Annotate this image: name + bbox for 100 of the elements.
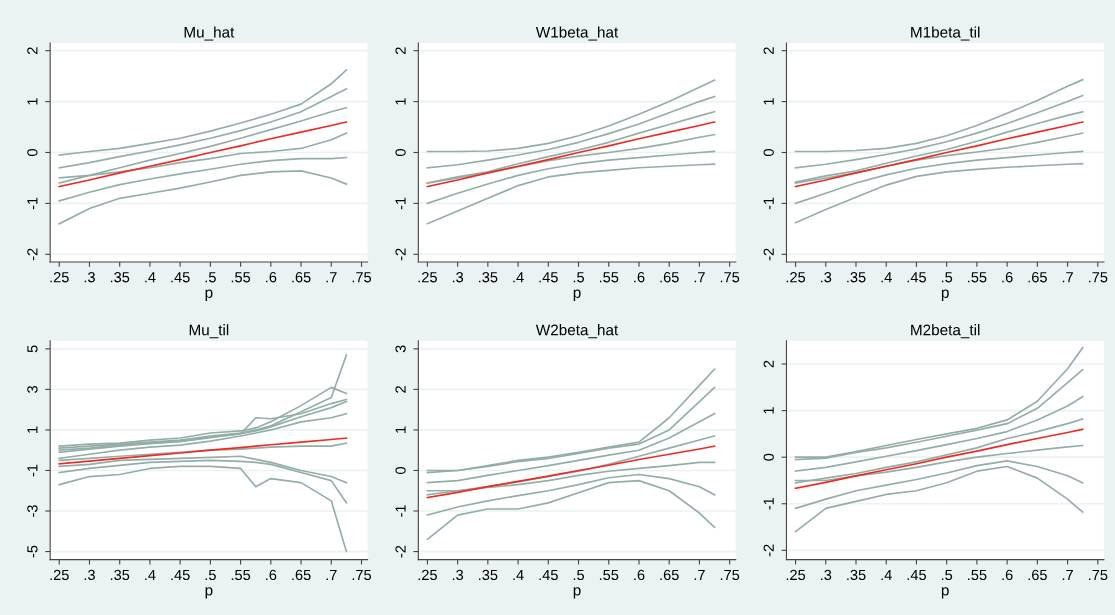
x-tick-label: .6 xyxy=(266,272,277,283)
chart-title: M1beta_til xyxy=(911,26,980,41)
chart-title: W1beta_hat xyxy=(535,26,619,41)
x-tick-label: .35 xyxy=(110,569,130,581)
x-tick-label: .65 xyxy=(1028,569,1047,581)
x-tick-label: .25 xyxy=(50,272,69,283)
y-tick-label: 2 xyxy=(395,47,406,55)
chart-title: W2beta_hat xyxy=(535,324,619,339)
x-tick-label: .55 xyxy=(968,569,987,581)
x-tick-label: .55 xyxy=(231,272,251,283)
y-tick-label: -1 xyxy=(27,197,38,210)
y-tick-label: -2 xyxy=(763,248,774,261)
y-tick-label: 5 xyxy=(27,345,38,353)
x-tick-label: .5 xyxy=(573,569,584,581)
y-tick-label: -2 xyxy=(395,248,406,261)
chart-title: Mu_til xyxy=(189,324,229,339)
x-tick-label: .45 xyxy=(907,569,926,581)
y-tick-label: -1 xyxy=(27,464,38,477)
y-tick-label: 1 xyxy=(763,98,774,105)
y-tick-label: 1 xyxy=(27,98,38,105)
x-tick-label: .55 xyxy=(968,272,987,283)
x-tick-label: .25 xyxy=(418,272,437,283)
x-tick-label: .4 xyxy=(513,569,524,580)
chart-title: M2beta_til xyxy=(911,324,980,339)
x-tick-label: .75 xyxy=(720,569,740,581)
x-tick-label: .75 xyxy=(352,569,372,581)
x-axis-title: p xyxy=(573,587,581,599)
y-tick-label: -2 xyxy=(395,545,406,558)
x-tick-label: .6 xyxy=(634,272,645,283)
y-tick-label: 3 xyxy=(27,385,38,393)
y-tick-label: 0 xyxy=(395,149,406,156)
x-tick-label: .55 xyxy=(231,569,251,581)
x-tick-label: .55 xyxy=(599,569,619,581)
x-tick-label: .6 xyxy=(1002,569,1013,581)
x-tick-label: .4 xyxy=(881,272,892,283)
x-tick-label: .35 xyxy=(847,272,866,283)
y-tick-label: 2 xyxy=(763,360,774,368)
x-tick-label: .4 xyxy=(881,569,892,580)
x-tick-label: .25 xyxy=(786,569,806,581)
y-tick-label: 0 xyxy=(763,149,774,156)
x-tick-label: .65 xyxy=(292,272,311,283)
x-axis-title: p xyxy=(205,587,213,599)
y-tick-label: 1 xyxy=(395,98,406,105)
x-tick-label: .25 xyxy=(50,569,69,581)
x-tick-label: .75 xyxy=(1089,272,1108,283)
x-tick-label: .7 xyxy=(694,272,705,283)
x-tick-label: .75 xyxy=(720,272,740,283)
x-tick-label: .4 xyxy=(145,569,156,580)
x-tick-label: .75 xyxy=(1089,569,1108,581)
x-tick-label: .7 xyxy=(1062,569,1073,580)
x-tick-label: .7 xyxy=(1062,272,1073,283)
x-tick-label: .3 xyxy=(84,569,95,581)
x-tick-label: .45 xyxy=(171,272,190,283)
x-axis-title: p xyxy=(941,587,949,599)
y-tick-label: 2 xyxy=(763,47,774,55)
x-tick-label: .5 xyxy=(941,272,953,283)
y-tick-label: 2 xyxy=(395,386,406,393)
x-tick-label: .3 xyxy=(84,272,95,283)
x-axis-title: p xyxy=(941,289,949,301)
x-tick-label: .55 xyxy=(599,272,619,283)
x-tick-label: .5 xyxy=(573,272,584,283)
y-tick-label: -2 xyxy=(27,248,38,261)
x-tick-label: .3 xyxy=(821,272,832,283)
y-tick-label: 1 xyxy=(763,407,774,414)
y-tick-label: 3 xyxy=(395,345,406,353)
x-tick-label: .7 xyxy=(694,569,705,580)
x-tick-label: .7 xyxy=(326,272,337,283)
x-tick-label: .3 xyxy=(452,569,464,581)
y-tick-label: -1 xyxy=(763,497,774,510)
x-tick-label: .35 xyxy=(479,569,498,581)
chart-title: Mu_hat xyxy=(184,26,235,41)
x-tick-label: .65 xyxy=(1028,272,1047,283)
x-tick-label: .4 xyxy=(145,272,156,283)
x-tick-label: .6 xyxy=(634,569,645,581)
x-tick-label: .65 xyxy=(292,569,311,581)
x-tick-label: .25 xyxy=(786,272,806,283)
x-tick-label: .25 xyxy=(418,569,437,581)
x-tick-label: .45 xyxy=(539,272,558,283)
y-tick-label: 0 xyxy=(395,466,406,474)
y-tick-label: -1 xyxy=(395,505,406,517)
x-tick-label: .45 xyxy=(907,272,926,283)
x-tick-label: .5 xyxy=(941,569,953,581)
x-axis-title: p xyxy=(573,289,581,301)
x-tick-label: .5 xyxy=(205,569,216,581)
y-tick-label: 1 xyxy=(395,426,406,433)
x-tick-label: .35 xyxy=(847,569,866,581)
y-tick-label: -1 xyxy=(763,197,774,210)
x-tick-label: .65 xyxy=(660,272,679,283)
y-tick-label: 0 xyxy=(763,453,774,461)
y-tick-label: 1 xyxy=(27,426,38,433)
x-tick-label: .3 xyxy=(452,272,464,283)
y-tick-label: 0 xyxy=(27,149,38,156)
x-tick-label: .65 xyxy=(660,569,679,581)
x-tick-label: .35 xyxy=(479,272,498,283)
x-tick-label: .35 xyxy=(110,272,130,283)
y-tick-label: -5 xyxy=(27,545,38,558)
x-tick-label: .6 xyxy=(1002,272,1013,283)
x-tick-label: .45 xyxy=(171,569,190,581)
y-tick-label: 2 xyxy=(27,47,38,55)
x-tick-label: .45 xyxy=(539,569,558,581)
